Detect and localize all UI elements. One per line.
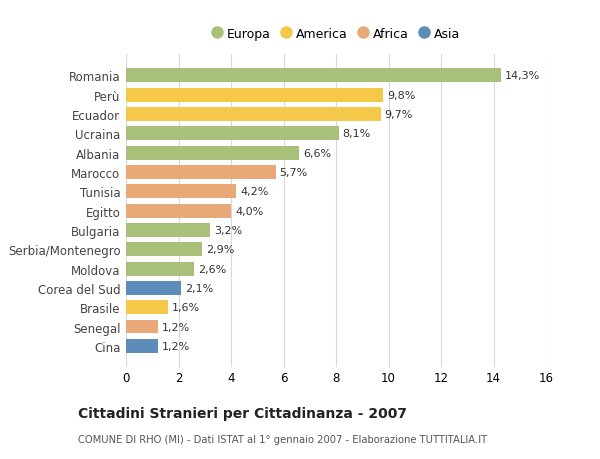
Bar xyxy=(126,166,275,179)
Text: 3,2%: 3,2% xyxy=(214,225,242,235)
Bar xyxy=(126,243,202,257)
Text: 14,3%: 14,3% xyxy=(505,71,541,81)
Bar xyxy=(126,339,157,353)
Legend: Europa, America, Africa, Asia: Europa, America, Africa, Asia xyxy=(208,24,464,45)
Text: Cittadini Stranieri per Cittadinanza - 2007: Cittadini Stranieri per Cittadinanza - 2… xyxy=(78,406,407,420)
Bar xyxy=(126,224,210,237)
Bar xyxy=(126,281,181,295)
Text: 1,6%: 1,6% xyxy=(172,302,200,313)
Text: 5,7%: 5,7% xyxy=(280,168,308,178)
Text: 9,8%: 9,8% xyxy=(387,90,416,101)
Bar xyxy=(126,89,383,102)
Bar xyxy=(126,204,231,218)
Text: 4,0%: 4,0% xyxy=(235,206,263,216)
Text: 9,7%: 9,7% xyxy=(385,110,413,120)
Text: 2,9%: 2,9% xyxy=(206,245,235,255)
Bar xyxy=(126,108,380,122)
Text: COMUNE DI RHO (MI) - Dati ISTAT al 1° gennaio 2007 - Elaborazione TUTTITALIA.IT: COMUNE DI RHO (MI) - Dati ISTAT al 1° ge… xyxy=(78,434,487,444)
Text: 1,2%: 1,2% xyxy=(161,322,190,332)
Text: 2,1%: 2,1% xyxy=(185,283,214,293)
Bar xyxy=(126,301,168,314)
Text: 8,1%: 8,1% xyxy=(343,129,371,139)
Text: 4,2%: 4,2% xyxy=(240,187,269,197)
Text: 2,6%: 2,6% xyxy=(198,264,226,274)
Bar xyxy=(126,146,299,160)
Bar xyxy=(126,320,157,334)
Bar xyxy=(126,262,194,276)
Text: 1,2%: 1,2% xyxy=(161,341,190,351)
Bar xyxy=(126,185,236,199)
Bar xyxy=(126,127,338,141)
Text: 6,6%: 6,6% xyxy=(303,148,331,158)
Bar xyxy=(126,69,502,83)
